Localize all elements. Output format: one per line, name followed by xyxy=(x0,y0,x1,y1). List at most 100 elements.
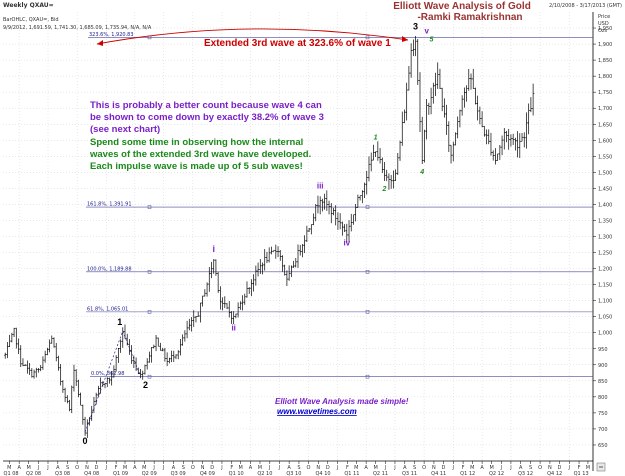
note-purple-1: This is probably a better count because … xyxy=(90,100,322,111)
x-quarter-label: Q3 09 xyxy=(171,471,186,476)
x-month-label: J xyxy=(509,465,511,471)
x-month-label: A xyxy=(364,465,368,471)
x-month-label: F xyxy=(346,465,349,471)
x-month-label: O xyxy=(75,465,79,471)
wave-label: i xyxy=(212,244,215,254)
fibonacci-levels: 323.6%, 1,920.83 161.8%, 1,391.91 100.0%, … xyxy=(86,32,593,379)
x-month-label: S xyxy=(297,465,300,471)
x-month-label: M xyxy=(354,465,358,471)
x-month-label: A xyxy=(403,465,407,471)
wave-label: 0 xyxy=(83,436,88,446)
y-tick-label: 1,550 xyxy=(598,154,612,160)
x-month-label: M xyxy=(586,465,590,471)
x-month-label: A xyxy=(17,465,21,471)
x-quarter-label: Q2 12 xyxy=(489,471,504,476)
fib-anchor xyxy=(147,374,152,379)
wave-label: iii xyxy=(317,182,324,191)
y-tick-label: 1,750 xyxy=(598,90,612,96)
x-month-label: A xyxy=(249,465,253,471)
chart-subtitle: -Ramki Ramakrishnan xyxy=(417,12,522,23)
note-green-1: Spend some time in observing how the int… xyxy=(90,137,303,148)
unit-label: Ozs xyxy=(598,28,608,34)
x-month-label: N xyxy=(201,465,205,471)
y-tick-label: 1,950 xyxy=(598,26,612,32)
y-tick-label: 1,000 xyxy=(598,331,612,337)
fib-anchor xyxy=(365,270,370,274)
y-tick-label: 1,200 xyxy=(598,267,612,273)
x-month-label: J xyxy=(105,465,107,471)
fib-label: 0.0%, 862.98 xyxy=(91,371,124,377)
fib-label: 323.6%, 1,920.83 xyxy=(89,32,134,38)
x-quarter-label: Q4 11 xyxy=(431,471,446,476)
x-month-label: O xyxy=(306,465,310,471)
x-month-label: J xyxy=(220,465,222,471)
fib-anchor xyxy=(147,310,152,314)
x-quarter-label: Q1 08 xyxy=(4,471,19,476)
wave-label: 3 xyxy=(413,21,418,31)
x-month-label: M xyxy=(373,465,377,471)
x-month-label: M xyxy=(27,465,31,471)
x-month-label: O xyxy=(538,465,542,471)
fib-anchor xyxy=(365,374,370,379)
x-month-label: D xyxy=(95,465,99,471)
y-tick-label: 850 xyxy=(598,379,608,385)
extended-wave-arc xyxy=(96,28,409,45)
currency-label: USD xyxy=(598,21,609,27)
wave-label: 4 xyxy=(419,169,424,176)
wave-label: 2 xyxy=(382,186,387,193)
x-quarter-label: Q4 10 xyxy=(315,471,330,476)
x-month-label: O xyxy=(422,465,426,471)
x-month-label: J xyxy=(567,465,569,471)
x-month-label: A xyxy=(480,465,484,471)
x-month-label: M xyxy=(123,465,127,471)
x-quarter-label: Q1 09 xyxy=(113,471,128,476)
x-quarter-label: Q3 10 xyxy=(286,471,301,476)
wave-label: iv xyxy=(343,238,350,247)
y-tick-label: 800 xyxy=(598,395,608,401)
x-quarter-label: Q1 11 xyxy=(344,471,359,476)
x-quarter-label: Q1 13 xyxy=(574,471,589,476)
y-tick-label: 950 xyxy=(598,347,608,353)
y-tick-label: 700 xyxy=(598,427,608,433)
chart-title: Elliott Wave Analysis of Gold xyxy=(393,1,531,12)
x-month-label: M xyxy=(489,465,493,471)
y-tick-label: 1,050 xyxy=(598,315,612,321)
x-quarter-label: Q4 12 xyxy=(547,471,562,476)
fib-anchor xyxy=(365,205,370,209)
x-month-label: A xyxy=(172,465,176,471)
y-tick-label: 1,450 xyxy=(598,186,612,192)
x-month-label: J xyxy=(393,465,395,471)
x-month-label: M xyxy=(7,465,11,471)
x-quarter-label: Q1 10 xyxy=(229,471,244,476)
x-month-label: S xyxy=(529,465,532,471)
x-month-label: J xyxy=(162,465,164,471)
footer-website: www.wavetimes.com xyxy=(277,407,357,416)
fib-anchor xyxy=(365,35,370,40)
price-label: Price xyxy=(598,14,610,20)
y-tick-label: 1,650 xyxy=(598,122,612,128)
series-desc: BarOHLC, QXAU=, Bid xyxy=(3,17,59,23)
x-month-label: S xyxy=(413,465,416,471)
x-month-label: J xyxy=(268,465,270,471)
wave-label: 1 xyxy=(117,317,122,327)
x-month-label: M xyxy=(470,465,474,471)
wave-label: 1 xyxy=(374,135,378,142)
y-tick-label: 1,800 xyxy=(598,74,612,80)
arc-arrow-right xyxy=(402,36,408,42)
x-month-label: J xyxy=(152,465,154,471)
x-quarter-label: Q2 09 xyxy=(142,471,157,476)
x-month-label: N xyxy=(85,465,89,471)
x-month-label: M xyxy=(142,465,146,471)
x-month-label: A xyxy=(519,465,523,471)
x-month-label: S xyxy=(66,465,69,471)
y-tick-label: 900 xyxy=(598,363,608,369)
ohlc-bars xyxy=(4,36,535,438)
x-month-label: J xyxy=(37,465,39,471)
wave-label: 5 xyxy=(429,37,433,44)
x-quarter-label: Q4 08 xyxy=(84,471,99,476)
y-tick-label: 1,400 xyxy=(598,202,612,208)
note-purple-2: be shown to come down by exactly 38.2% o… xyxy=(90,112,324,123)
